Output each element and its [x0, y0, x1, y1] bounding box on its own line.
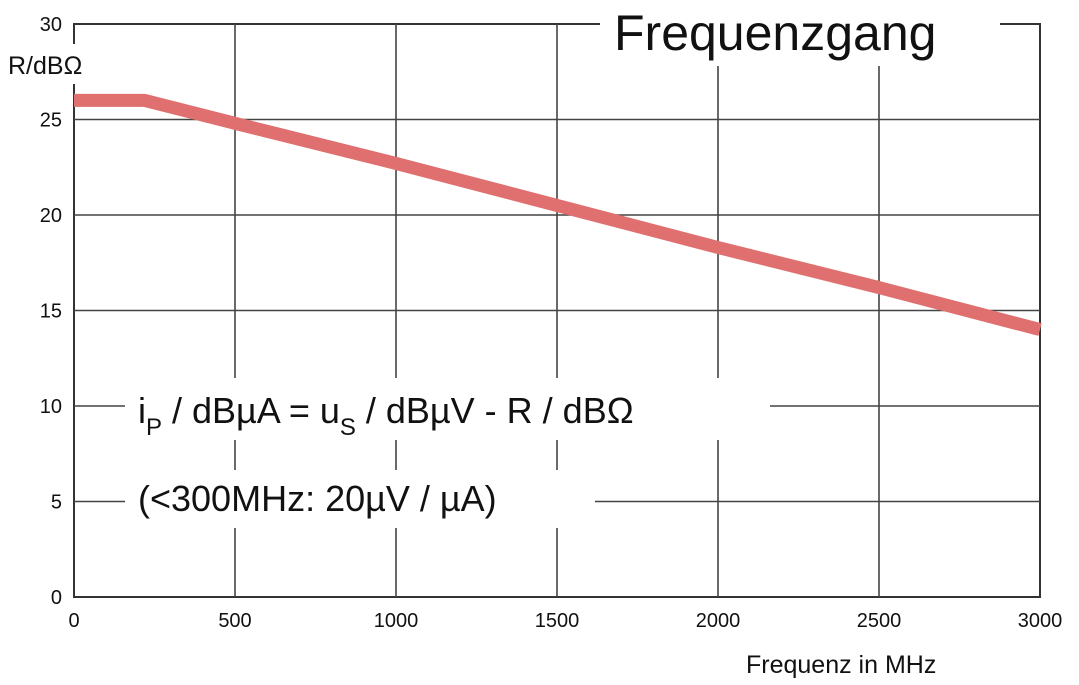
chart-title: Frequenzgang	[614, 5, 936, 61]
x-tick-label: 1000	[374, 610, 419, 632]
ylabel-mask	[4, 44, 116, 84]
x-tick-label: 3000	[1018, 610, 1063, 632]
x-tick-label: 2000	[696, 610, 741, 632]
x-tick-label: 500	[218, 610, 251, 632]
x-tick-label: 0	[68, 610, 79, 632]
y-tick-label: 10	[40, 396, 62, 418]
tick-labels: 0 500 1000 1500 2000 2500 3000 0 5 10 15 20 25 30	[40, 14, 1063, 632]
y-tick-label: 25	[40, 110, 62, 132]
series-line	[74, 93, 1042, 336]
y-tick-label: 30	[40, 14, 62, 36]
title-mask	[600, 2, 1000, 66]
grid-layer	[4, 2, 1041, 598]
series-layer	[74, 93, 1042, 336]
formula-middle: / dBµA = u	[162, 390, 340, 431]
formula-u-subscript: S	[340, 414, 356, 441]
formula-i-subscript: P	[146, 414, 162, 441]
formula-rest: / dBµV - R / dBΩ	[356, 390, 634, 431]
note-annotation: (<300MHz: 20µV / µA)	[138, 478, 497, 519]
formula-mask	[125, 378, 770, 440]
y-tick-label: 15	[40, 301, 62, 323]
y-tick-label: 0	[51, 587, 62, 609]
formula-i: i	[138, 390, 146, 431]
x-tick-label: 1500	[535, 610, 580, 632]
y-tick-label: 20	[40, 205, 62, 227]
x-tick-label: 2500	[857, 610, 902, 632]
note-mask	[125, 470, 595, 528]
y-axis-label: R/dBΩ	[8, 52, 82, 80]
y-tick-label: 5	[51, 492, 62, 514]
x-axis-label: Frequenz in MHz	[746, 651, 936, 679]
formula-annotation: iP / dBµA = uS / dBµV - R / dBΩ	[138, 390, 634, 441]
